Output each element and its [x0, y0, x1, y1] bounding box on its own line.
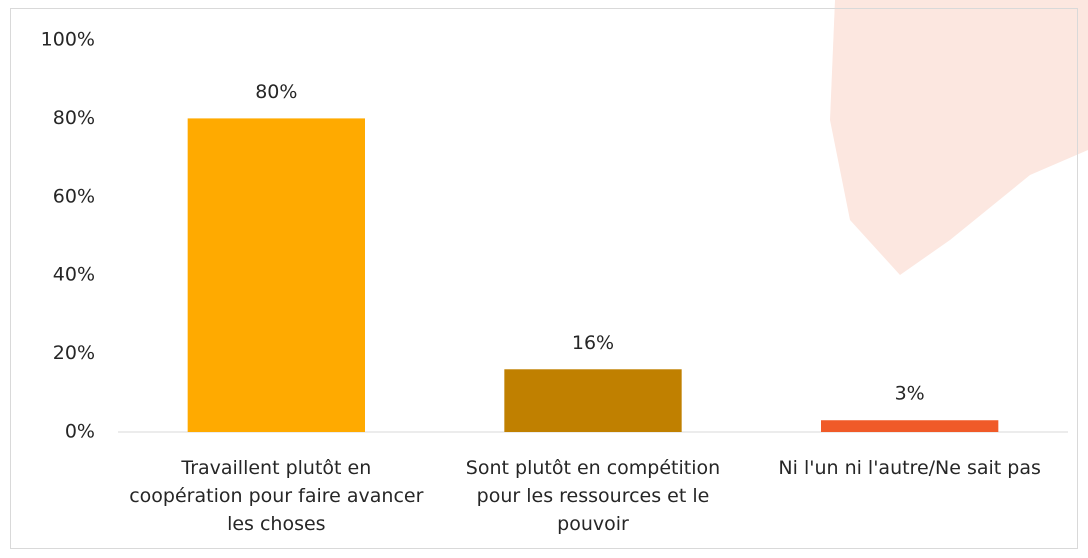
value-label: 80% — [255, 81, 297, 103]
value-label: 16% — [572, 332, 614, 354]
y-tick-label: 60% — [53, 185, 95, 207]
x-tick-label: Sont plutôt en compétition pour les ress… — [443, 454, 743, 538]
y-tick-label: 20% — [53, 342, 95, 364]
page: 0% 20% 40% 60% 80% 100% 80% 16% 3% Travaillent p… — [0, 0, 1088, 558]
value-label: 3% — [895, 383, 925, 405]
x-tick-label: Ni l'un ni l'autre/Ne sait pas — [760, 454, 1060, 482]
bar — [188, 118, 365, 432]
bar — [821, 420, 998, 432]
y-tick-label: 100% — [41, 29, 95, 51]
background-decoration — [830, 0, 1088, 275]
y-tick-label: 80% — [53, 107, 95, 129]
x-tick-label: Travaillent plutôt en coopération pour f… — [126, 454, 426, 538]
y-tick-label: 0% — [65, 421, 95, 443]
bar — [504, 369, 681, 432]
y-tick-label: 40% — [53, 264, 95, 286]
